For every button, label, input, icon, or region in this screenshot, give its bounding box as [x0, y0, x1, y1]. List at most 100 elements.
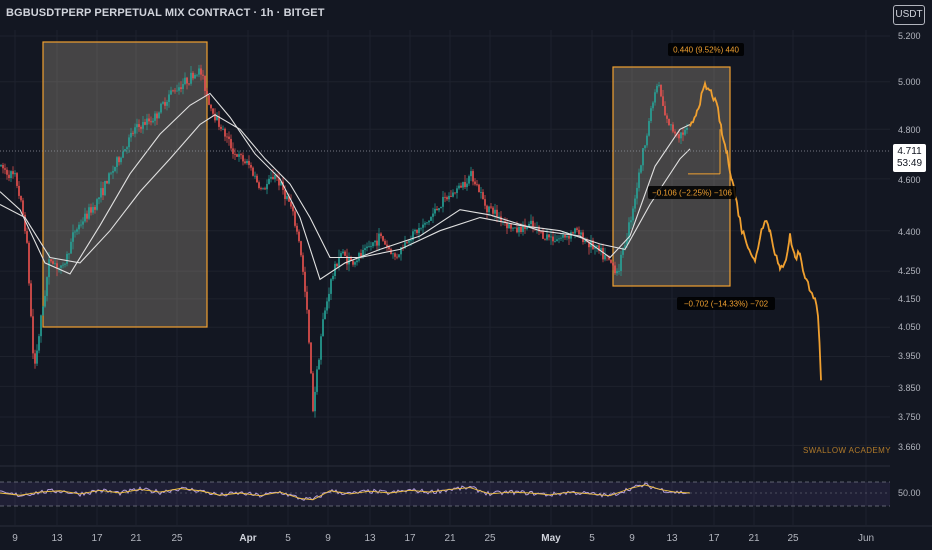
candle-body: [484, 199, 486, 206]
candle-body: [542, 231, 544, 239]
x-tick-label: 25: [171, 533, 183, 544]
candle-body: [108, 173, 110, 184]
candle-body: [102, 188, 104, 196]
price-tick-label: 5.200: [898, 31, 921, 41]
candle-body: [386, 244, 388, 247]
candle-body: [306, 291, 308, 310]
candle-body: [292, 206, 294, 212]
candle-body: [510, 224, 512, 229]
candle-body: [336, 263, 338, 267]
candle-body: [312, 373, 314, 412]
candle-body: [132, 132, 134, 134]
candle-body: [398, 254, 400, 258]
candle-body: [208, 95, 210, 105]
candle-body: [82, 221, 84, 225]
candle-body: [384, 240, 386, 245]
candle-body: [310, 342, 312, 374]
candle-body: [494, 209, 496, 214]
candle-body: [448, 195, 450, 200]
candle-body: [184, 77, 186, 85]
candle-body: [566, 235, 568, 238]
candle-body: [160, 103, 162, 113]
candle-body: [210, 104, 212, 109]
price-tick-label: 4.400: [898, 227, 921, 237]
candle-body: [486, 205, 488, 213]
candle-body: [412, 231, 414, 240]
candle-body: [4, 168, 6, 170]
candle-body: [216, 116, 218, 121]
candle-body: [188, 83, 190, 85]
candle-body: [42, 306, 44, 316]
candle-body: [360, 253, 362, 257]
candle-body: [340, 253, 342, 258]
candle-body: [190, 72, 192, 84]
candle-body: [662, 96, 664, 106]
candle-body: [382, 236, 384, 241]
candle-body: [680, 132, 682, 139]
candle-body: [304, 271, 306, 292]
candle-body: [168, 94, 170, 102]
candle-body: [46, 277, 48, 296]
candle-body: [144, 122, 146, 125]
x-tick-label: 17: [91, 533, 103, 544]
candle-body: [356, 260, 358, 263]
candle-body: [620, 254, 622, 271]
candle-body: [246, 160, 248, 164]
candle-body: [212, 108, 214, 114]
candle-body: [406, 242, 408, 244]
candle-body: [206, 91, 208, 96]
candle-body: [444, 196, 446, 198]
candle-body: [374, 240, 376, 243]
candle-body: [464, 182, 466, 188]
candle-body: [388, 246, 390, 250]
candle-body: [244, 161, 246, 164]
candle-body: [580, 232, 582, 235]
candle-body: [668, 118, 670, 126]
price-tick-label: 3.850: [898, 383, 921, 393]
candle-body: [420, 227, 422, 229]
candle-body: [538, 226, 540, 232]
candle-body: [558, 238, 560, 240]
candle-body: [66, 253, 68, 264]
candle-body: [266, 183, 268, 190]
candle-body: [324, 310, 326, 320]
candle-body: [552, 236, 554, 242]
candle-body: [198, 68, 200, 75]
candle-body: [152, 120, 154, 123]
candle-body: [396, 256, 398, 258]
currency-badge[interactable]: USDT: [893, 5, 925, 25]
candle-body: [122, 151, 124, 158]
candle-body: [358, 253, 360, 261]
candle-body: [342, 251, 344, 254]
candle-body: [422, 224, 424, 228]
candle-body: [476, 184, 478, 186]
price-tick-label: 4.600: [898, 175, 921, 185]
candle-body: [582, 232, 584, 243]
candle-body: [236, 154, 238, 157]
candle-body: [576, 228, 578, 230]
x-tick-label: 13: [364, 533, 376, 544]
candle-body: [88, 207, 90, 219]
candle-body: [610, 259, 612, 263]
x-tick-label: Jun: [858, 533, 874, 544]
candle-body: [72, 232, 74, 242]
candle-body: [300, 241, 302, 256]
candle-body: [218, 116, 220, 127]
candle-body: [138, 124, 140, 127]
candle-body: [518, 226, 520, 233]
ma-slow-line: [0, 114, 691, 264]
candle-body: [570, 232, 572, 239]
candle-body: [372, 242, 374, 247]
candle-body: [600, 247, 602, 251]
candle-body: [598, 245, 600, 251]
candle-body: [354, 262, 356, 265]
candle-body: [104, 180, 106, 196]
candle-body: [48, 259, 50, 278]
candle-body: [120, 157, 122, 163]
candle-body: [18, 185, 20, 196]
candle-body: [670, 124, 672, 126]
candle-body: [612, 262, 614, 266]
candle-body: [92, 207, 94, 213]
candle-body: [74, 231, 76, 233]
candle-body: [2, 165, 4, 169]
